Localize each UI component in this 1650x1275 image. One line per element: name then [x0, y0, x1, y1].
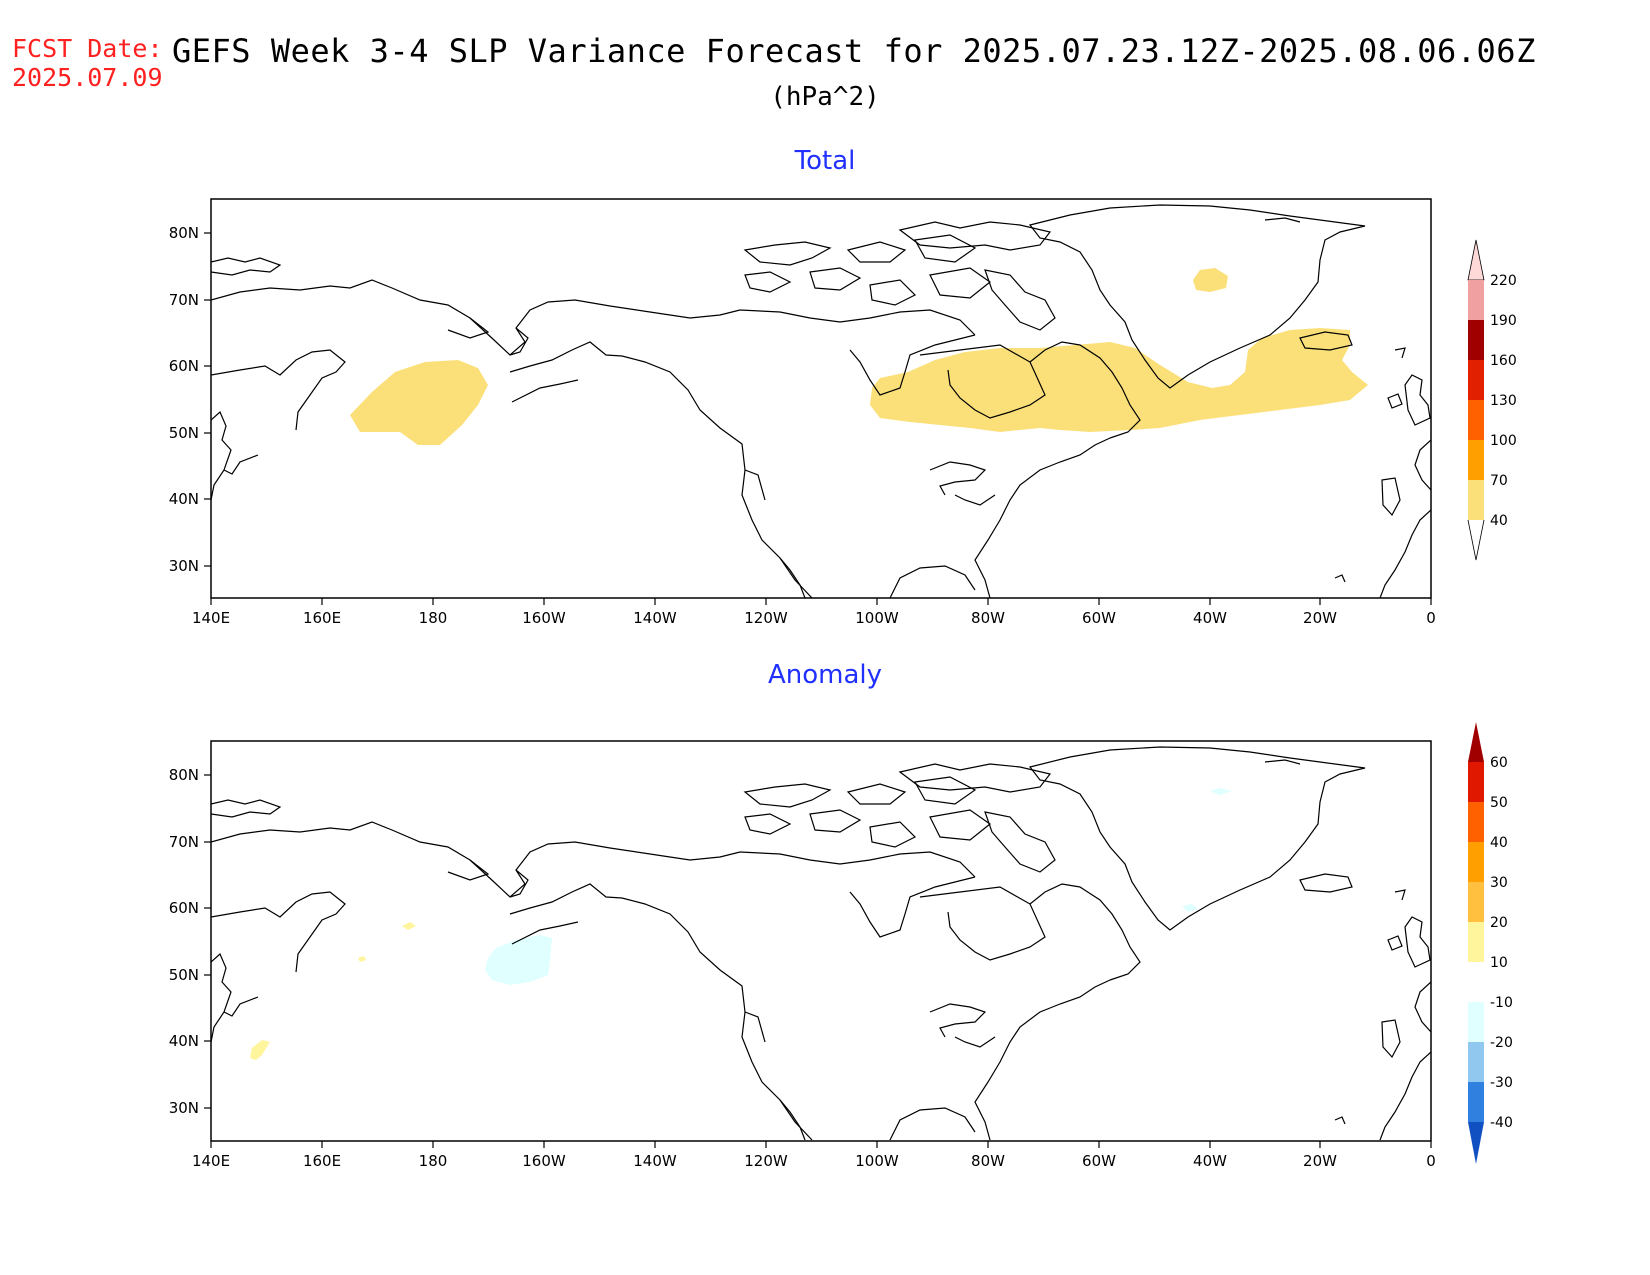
- anomaly-colorbar-bin-40-50: [1468, 802, 1484, 842]
- anomaly-colorbar-bin-neg10-neg20: [1468, 1002, 1484, 1042]
- anomaly-colorbar-label-60: 60: [1490, 755, 1508, 771]
- total-lat-label-80n: 80N: [169, 224, 199, 242]
- anomaly-lat-label-40n: 40N: [169, 1032, 199, 1050]
- total-colorbar-label-220: 220: [1490, 273, 1517, 289]
- anomaly-colorbar-label-neg40: -40: [1490, 1115, 1513, 1131]
- total-colorbar-bottom-triangle: [1467, 519, 1485, 561]
- total-colorbar-bin-190-220: [1468, 280, 1484, 320]
- total-colorbar-label-70: 70: [1490, 473, 1508, 489]
- anomaly-lat-label-70n: 70N: [169, 833, 199, 851]
- total-lon-label-140e: 140E: [192, 609, 230, 627]
- total-lon-label-160w: 160W: [522, 609, 566, 627]
- total-lon-label-40w: 40W: [1193, 609, 1227, 627]
- total-map-panel: 140E 160E 180 160W 140W 120W 100W 80W 60…: [169, 198, 1436, 627]
- anomaly-colorbar-bin-10-20: [1468, 922, 1484, 962]
- anomaly-shade-greenland-south-blue: [1182, 904, 1198, 912]
- total-colorbar-bin-130-160: [1468, 360, 1484, 400]
- total-shade-greenland: [1193, 268, 1228, 292]
- anomaly-shade-small-1: [402, 922, 416, 930]
- anomaly-colorbar-bin-neg20-neg30: [1468, 1042, 1484, 1082]
- total-colorbar-label-130: 130: [1490, 393, 1517, 409]
- anomaly-shade-small-2: [358, 956, 366, 962]
- total-lat-label-70n: 70N: [169, 291, 199, 309]
- total-colorbar-bin-70-100: [1468, 440, 1484, 480]
- total-colorbar-top-triangle: [1467, 239, 1485, 281]
- total-lon-label-0: 0: [1426, 609, 1436, 627]
- anomaly-colorbar: 60 50 40 30 20 10 -10 -20 -30 -40: [1468, 722, 1513, 1164]
- anomaly-colorbar-bin-30-40: [1468, 842, 1484, 882]
- anomaly-colorbar-label-neg30: -30: [1490, 1075, 1513, 1091]
- anomaly-lon-label-140e: 140E: [192, 1152, 230, 1170]
- total-colorbar-label-190: 190: [1490, 313, 1517, 329]
- total-colorbar: 220 190 160 130 100 70 40: [1467, 239, 1517, 561]
- total-lon-label-120w: 120W: [744, 609, 788, 627]
- anomaly-lon-label-40w: 40W: [1193, 1152, 1227, 1170]
- total-lat-label-40n: 40N: [169, 490, 199, 508]
- total-shading: [211, 204, 1431, 598]
- total-lon-label-60w: 60W: [1082, 609, 1116, 627]
- anomaly-lon-label-60w: 60W: [1082, 1152, 1116, 1170]
- anomaly-lat-label-60n: 60N: [169, 899, 199, 917]
- anomaly-lat-ticks: [204, 774, 211, 1109]
- total-lon-label-100w: 100W: [855, 609, 899, 627]
- anomaly-shading: [211, 746, 1431, 1141]
- anomaly-colorbar-bin-neutral: [1468, 962, 1484, 1002]
- anomaly-lat-label-80n: 80N: [169, 766, 199, 784]
- anomaly-colorbar-label-20: 20: [1490, 915, 1508, 931]
- forecast-date-block: FCST Date: 2025.07.09: [12, 34, 163, 92]
- anomaly-colorbar-top-triangle: [1468, 722, 1484, 762]
- anomaly-lon-label-0: 0: [1426, 1152, 1436, 1170]
- anomaly-lon-ticks: [210, 1141, 1432, 1148]
- total-colorbar-bin-160-190: [1468, 320, 1484, 360]
- total-shade-north-pacific: [350, 360, 488, 445]
- total-lon-ticks: [210, 598, 1432, 605]
- anomaly-colorbar-label-30: 30: [1490, 875, 1508, 891]
- anomaly-lon-label-140w: 140W: [633, 1152, 677, 1170]
- anomaly-lon-label-160w: 160W: [522, 1152, 566, 1170]
- anomaly-shade-gulf-of-alaska: [485, 935, 552, 985]
- total-lon-label-160e: 160E: [303, 609, 341, 627]
- total-lon-label-20w: 20W: [1303, 609, 1337, 627]
- anomaly-lon-label-160e: 160E: [303, 1152, 341, 1170]
- figure-title: GEFS Week 3-4 SLP Variance Forecast for …: [172, 32, 1536, 70]
- anomaly-shade-greenland-blue: [1210, 788, 1232, 795]
- anomaly-shade-east-of-japan: [250, 1040, 270, 1060]
- anomaly-lat-label-30n: 30N: [169, 1099, 199, 1117]
- forecast-date-value: 2025.07.09: [12, 63, 163, 92]
- anomaly-colorbar-bin-neg30-neg40: [1468, 1082, 1484, 1122]
- anomaly-colorbar-bin-50-60: [1468, 762, 1484, 802]
- total-colorbar-label-100: 100: [1490, 433, 1517, 449]
- anomaly-colorbar-bottom-triangle: [1468, 1122, 1484, 1164]
- anomaly-lat-label-50n: 50N: [169, 966, 199, 984]
- anomaly-lon-label-80w: 80W: [971, 1152, 1005, 1170]
- anomaly-map-panel: 140E 160E 180 160W 140W 120W 100W 80W 60…: [169, 740, 1436, 1170]
- total-colorbar-label-40: 40: [1490, 513, 1508, 529]
- anomaly-lon-label-20w: 20W: [1303, 1152, 1337, 1170]
- total-colorbar-label-160: 160: [1490, 353, 1517, 369]
- total-lon-label-140w: 140W: [633, 609, 677, 627]
- units-label: (hPa^2): [770, 82, 880, 112]
- anomaly-lon-label-100w: 100W: [855, 1152, 899, 1170]
- total-lat-label-50n: 50N: [169, 424, 199, 442]
- anomaly-lon-label-180: 180: [419, 1152, 448, 1170]
- panel-title-total: Total: [794, 146, 856, 176]
- total-lat-ticks: [204, 232, 211, 567]
- total-lon-label-80w: 80W: [971, 609, 1005, 627]
- forecast-date-label: FCST Date:: [12, 34, 163, 63]
- total-colorbar-bin-100-130: [1468, 400, 1484, 440]
- anomaly-colorbar-label-50: 50: [1490, 795, 1508, 811]
- total-shade-canada-atlantic: [870, 328, 1368, 432]
- anomaly-colorbar-label-40: 40: [1490, 835, 1508, 851]
- panel-title-anomaly: Anomaly: [767, 660, 883, 690]
- total-colorbar-bin-40-70: [1468, 480, 1484, 520]
- total-lat-label-30n: 30N: [169, 557, 199, 575]
- anomaly-lon-label-120w: 120W: [744, 1152, 788, 1170]
- anomaly-colorbar-label-neg20: -20: [1490, 1035, 1513, 1051]
- anomaly-colorbar-bin-20-30: [1468, 882, 1484, 922]
- anomaly-colorbar-label-10: 10: [1490, 955, 1508, 971]
- total-lat-label-60n: 60N: [169, 357, 199, 375]
- total-lon-label-180: 180: [419, 609, 448, 627]
- anomaly-colorbar-label-neg10: -10: [1490, 995, 1513, 1011]
